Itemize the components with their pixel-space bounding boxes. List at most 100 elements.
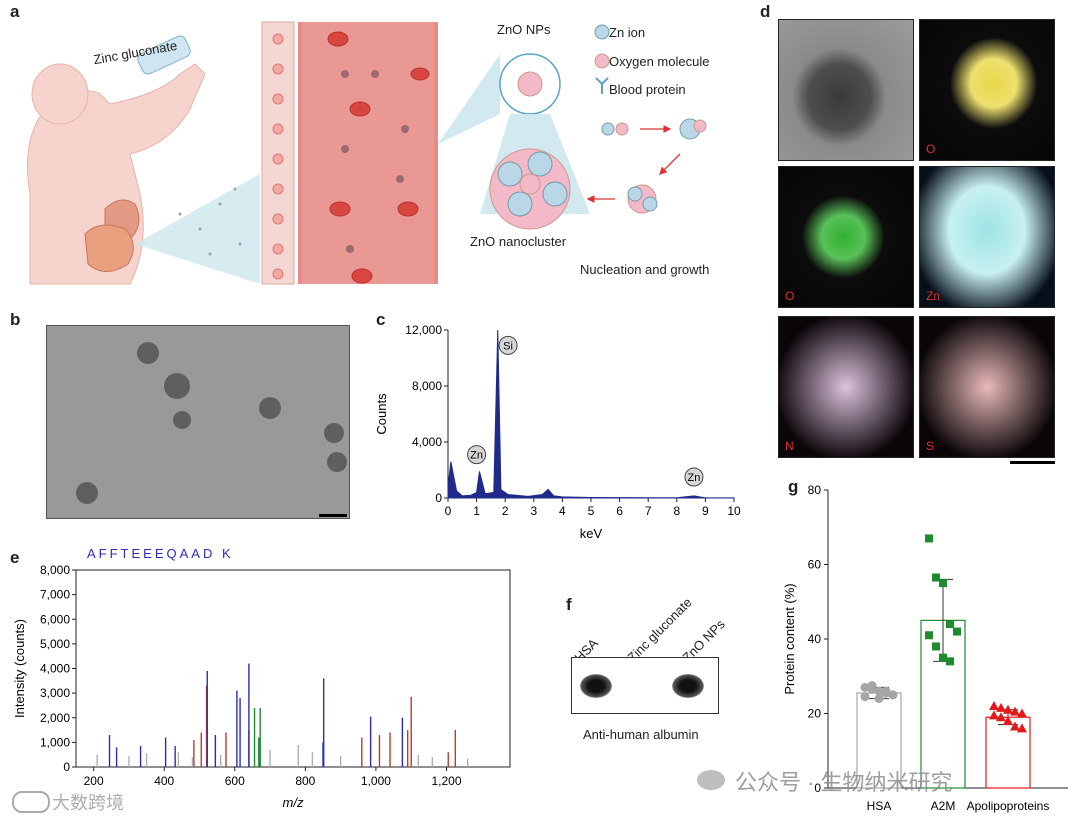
peak-label-circle-c	[498, 335, 518, 355]
peak-label-circle-c	[684, 467, 704, 487]
eds-map-label: S	[926, 439, 935, 453]
ms-spectrum-chart: 0 1,000 2,000 3,000 4,000 5,000 6,000 7,000 8,00…	[12, 563, 511, 810]
y-tick-label-e: 1,000	[40, 735, 70, 749]
peak-label-c: Si	[503, 340, 513, 352]
category-label-g: Apolipoproteins	[967, 799, 1050, 813]
point-apolipoproteins	[1003, 715, 1013, 725]
x-tick-label-c: 7	[645, 504, 652, 518]
plot-frame-e	[75, 569, 511, 768]
legend-oxygen: Oxygen molecule	[609, 54, 710, 69]
panel-label-e: e	[10, 548, 20, 567]
x-axis-label-e: m/z	[283, 795, 304, 810]
point-apolipoproteins	[1003, 704, 1013, 714]
eds-map-tile: N	[778, 316, 914, 458]
point-hsa	[888, 690, 898, 700]
point-a2m	[946, 657, 954, 666]
point-a2m	[953, 627, 961, 636]
legend-blood-protein: Blood protein	[609, 82, 686, 97]
blot-spot-hsa	[580, 674, 612, 698]
x-tick-label-c: 1	[473, 504, 480, 518]
x-tick-label-c: 6	[616, 504, 623, 518]
eds-spectrum-chart: 0 4,000 8,000 12,000 0 1 2 3 4 5 6 7 8 9 10 keV Counts Si…	[374, 323, 741, 541]
x-tick-label-c: 2	[502, 504, 509, 518]
eds-map-label: O	[926, 142, 936, 156]
eds-map-label: Zn	[926, 289, 941, 303]
y-tick-label-e: 7,000	[40, 588, 70, 602]
peak-label-c: Zn	[470, 450, 483, 462]
y-tick-label-c: 4,000	[412, 435, 442, 449]
spectrum-area-c	[447, 329, 735, 499]
eds-map-tile: S	[919, 316, 1055, 458]
point-a2m	[939, 653, 947, 662]
y-tick-label-g: 20	[808, 707, 822, 721]
y-tick-label-e: 4,000	[40, 662, 70, 676]
x-tick-label-c: 9	[702, 504, 709, 518]
panel-label-a: a	[10, 2, 20, 21]
eds-map-tile: O	[919, 19, 1055, 161]
tem-particles	[76, 342, 347, 504]
blot-footer: Anti-human albumin	[583, 727, 699, 742]
x-tick-label-c: 0	[445, 504, 452, 518]
eds-map-tile: Zn	[919, 166, 1055, 308]
point-a2m	[925, 534, 933, 543]
x-axis-label-c: keV	[580, 526, 603, 541]
point-hsa	[874, 694, 884, 704]
y-tick-label-c: 8,000	[412, 379, 442, 393]
watermark2-text: 大数跨境	[52, 793, 124, 813]
point-apolipoproteins	[996, 712, 1006, 722]
point-apolipoproteins	[1010, 706, 1020, 716]
point-a2m	[932, 573, 940, 582]
y-tick-label-e: 2,000	[40, 711, 70, 725]
panel-label-f: f	[566, 595, 572, 614]
panel-label-c: c	[376, 310, 386, 329]
watermark-icon	[12, 791, 50, 813]
point-a2m	[925, 631, 933, 640]
y-tick-label-g: 0	[814, 781, 821, 795]
tem-image-b	[46, 325, 350, 519]
protein-content-chart: 0 20 40 60 80 Protein content (%) HSA A2M Apolip…	[782, 483, 1068, 813]
eds-map-tile: O	[778, 166, 914, 308]
y-tick-label-e: 5,000	[40, 637, 70, 651]
y-axis-label-e: Intensity (counts)	[12, 619, 27, 718]
x-tick-label-e: 200	[84, 774, 104, 788]
western-blot	[571, 657, 719, 714]
blot-spot-zno	[672, 674, 704, 698]
y-axis-label-g: Protein content (%)	[782, 583, 797, 694]
y-tick-label-e: 6,000	[40, 612, 70, 626]
y-tick-label-c: 12,000	[405, 323, 442, 337]
peak-label-circle-c	[467, 445, 487, 465]
category-label-g: HSA	[867, 799, 892, 813]
eds-map-label: N	[785, 439, 794, 453]
x-tick-label-c: 8	[673, 504, 680, 518]
x-tick-label-e: 1,200	[431, 774, 461, 788]
scale-bar-d	[1010, 461, 1055, 464]
x-tick-label-c: 10	[727, 504, 741, 518]
point-a2m	[939, 579, 947, 588]
peak-label-c: Zn	[688, 472, 701, 484]
point-apolipoproteins	[1017, 723, 1027, 733]
point-apolipoproteins	[1010, 721, 1020, 731]
peptide-sequence: AFFTEEEQAAD K	[87, 546, 234, 561]
x-tick-label-c: 5	[588, 504, 595, 518]
y-tick-label-g: 40	[808, 632, 822, 646]
y-tick-label-e: 8,000	[40, 563, 70, 577]
point-hsa	[881, 686, 891, 696]
wechat-icon	[697, 770, 725, 790]
x-tick-label-c: 3	[530, 504, 537, 518]
point-hsa	[867, 681, 877, 691]
x-tick-label-e: 1,000	[361, 774, 391, 788]
point-apolipoproteins	[1017, 708, 1027, 718]
eds-map-label: O	[785, 289, 795, 303]
y-tick-label-e: 0	[63, 760, 70, 774]
point-a2m	[946, 620, 954, 629]
point-hsa	[860, 692, 870, 702]
label-zno-nanocluster: ZnO nanocluster	[470, 234, 567, 249]
category-label-g: A2M	[931, 799, 956, 813]
x-tick-label-e: 600	[225, 774, 245, 788]
eds-map-tile	[778, 19, 914, 161]
point-hsa	[874, 686, 884, 696]
y-tick-label-c: 0	[435, 491, 442, 505]
panel-label-b: b	[10, 310, 21, 329]
legend-zn-ion: Zn ion	[609, 25, 646, 40]
watermark-text: 公众号 · 生物纳米研究	[735, 770, 953, 795]
